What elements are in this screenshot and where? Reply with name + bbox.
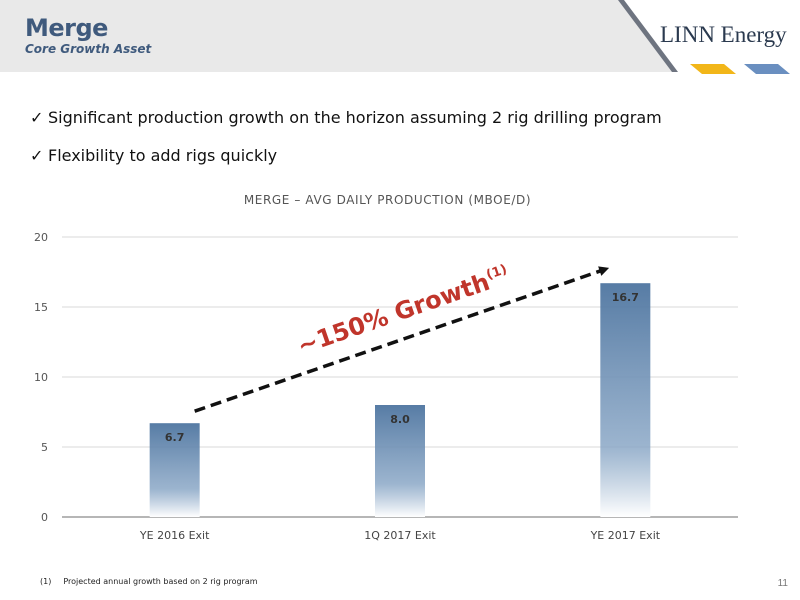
chart-title: MERGE – AVG DAILY PRODUCTION (MBOE/D) xyxy=(243,193,532,207)
growth-annotation: ~150% Growth(1) xyxy=(294,261,513,360)
footnote-marker: (1) xyxy=(40,577,52,586)
bar xyxy=(149,423,200,517)
bar xyxy=(375,405,425,517)
bar-value-label: 16.7 xyxy=(612,291,639,304)
bullet-text: Flexibility to add rigs quickly xyxy=(48,146,278,165)
y-tick-label: 5 xyxy=(41,441,48,454)
bullet-item: ✓ Significant production growth on the ho… xyxy=(30,108,662,127)
check-icon: ✓ xyxy=(30,108,44,127)
x-axis-labels: YE 2016 Exit 1Q 2017 Exit YE 2017 Exit xyxy=(139,529,661,542)
y-tick-label: 0 xyxy=(41,511,48,524)
y-tick-label: 10 xyxy=(34,371,48,384)
bar-value-label: 8.0 xyxy=(390,413,410,426)
x-tick-label: YE 2016 Exit xyxy=(139,529,210,542)
slide-subtitle: Core Growth Asset xyxy=(25,42,152,56)
bar-value-label: 6.7 xyxy=(165,431,185,444)
growth-annotation-text: ~150% Growth xyxy=(294,268,493,360)
growth-arrow xyxy=(194,266,610,413)
slide-header: Merge Core Growth Asset LINN Energy xyxy=(0,0,800,72)
y-tick-label: 20 xyxy=(34,231,48,244)
x-tick-label: YE 2017 Exit xyxy=(590,529,661,542)
accent-stripes xyxy=(690,64,790,74)
bullet-text: Significant production growth on the hor… xyxy=(48,108,662,127)
logo-banner xyxy=(618,0,800,72)
bar xyxy=(600,283,651,517)
check-icon: ✓ xyxy=(30,146,44,165)
y-tick-label: 15 xyxy=(34,301,48,314)
slide-title: Merge xyxy=(25,14,108,42)
footnote-text: Projected annual growth based on 2 rig p… xyxy=(63,577,258,586)
bars: 6.7 8.0 16.7 xyxy=(149,283,651,517)
bullet-item: ✓ Flexibility to add rigs quickly xyxy=(30,146,277,165)
x-tick-label: 1Q 2017 Exit xyxy=(364,529,436,542)
company-logo: LINN Energy xyxy=(660,22,787,47)
page-number: 11 xyxy=(777,578,788,589)
footnote: (1) Projected annual growth based on 2 ri… xyxy=(40,577,270,586)
growth-annotation-footnote: (1) xyxy=(484,262,509,283)
accent-stripe-blue xyxy=(744,64,790,74)
accent-stripe-yellow xyxy=(690,64,736,74)
